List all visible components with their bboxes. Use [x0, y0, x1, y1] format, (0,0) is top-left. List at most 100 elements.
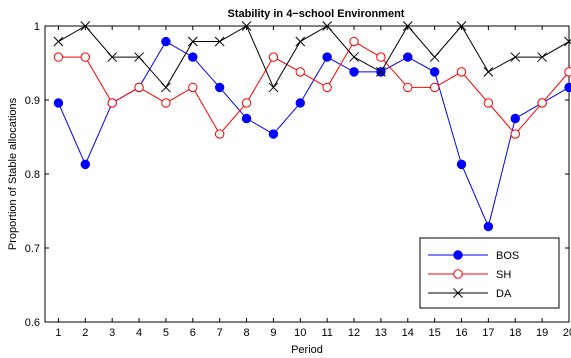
point-bos [564, 82, 571, 93]
x-axis-title: Period [291, 344, 323, 356]
point-da [53, 36, 64, 47]
x-tick-label: 1 [55, 327, 61, 339]
point-bos [241, 113, 252, 124]
point-da [456, 21, 467, 31]
x-tick-label: 7 [217, 327, 223, 339]
point-bos [349, 67, 359, 77]
x-tick-label: 11 [321, 327, 332, 339]
point-da [402, 21, 413, 31]
series-line-da [58, 25, 570, 89]
point-da [376, 67, 386, 77]
point-da [241, 21, 252, 31]
point-da [510, 52, 521, 62]
point-sh [161, 98, 171, 108]
point-sh [376, 52, 386, 62]
point-da [161, 82, 171, 93]
point-bos [322, 52, 332, 62]
point-bos [510, 113, 520, 124]
x-tick-label: 17 [482, 327, 494, 339]
point-bos [214, 82, 225, 93]
point-da [268, 82, 279, 93]
point-bos [403, 52, 413, 62]
point-sh [188, 82, 198, 93]
axis-ticks [45, 25, 570, 323]
legend-label-bos: BOS [496, 250, 519, 262]
x-tick-label: 20 [563, 327, 571, 339]
point-sh [429, 82, 440, 93]
legend-label-sh: SH [496, 269, 511, 281]
point-sh [268, 52, 279, 62]
chart-title: Stability in 4−school Environment [228, 8, 405, 20]
series-markers [53, 21, 571, 232]
point-sh [403, 82, 413, 93]
point-da [134, 52, 144, 62]
x-tick-label: 19 [536, 327, 548, 339]
point-bos [268, 129, 279, 139]
x-tick-label: 10 [294, 327, 306, 339]
point-da [187, 36, 198, 47]
x-tick-label: 13 [375, 327, 387, 339]
x-tick-label: 18 [509, 327, 521, 339]
point-da [564, 36, 571, 47]
x-tick-label: 14 [402, 327, 414, 339]
legend-label-da: DA [496, 288, 512, 300]
point-da [429, 52, 440, 62]
x-tick-label: 6 [190, 327, 196, 339]
point-da [214, 36, 225, 47]
x-tick-label: 4 [136, 327, 142, 339]
point-bos [295, 98, 305, 108]
point-bos [188, 52, 198, 62]
x-tick-label: 3 [109, 327, 115, 339]
x-tick-label: 5 [163, 327, 169, 339]
point-sh [510, 129, 520, 139]
legend: BOS SH DA [419, 237, 560, 309]
point-sh [322, 82, 332, 93]
point-da [107, 52, 118, 62]
x-tick-label: 16 [455, 327, 467, 339]
y-tick-label: 0.8 [25, 169, 40, 181]
point-da [349, 52, 359, 62]
point-sh [564, 67, 571, 77]
point-sh [134, 82, 144, 93]
point-bos [161, 36, 171, 47]
y-tick-label: 0.6 [25, 317, 40, 329]
x-tick-label: 2 [82, 327, 88, 339]
point-sh [456, 67, 467, 77]
point-da [80, 21, 91, 31]
point-bos [483, 221, 494, 232]
point-sh [295, 67, 305, 77]
legend-entries: BOS SH DA [428, 250, 519, 300]
point-bos [429, 67, 440, 77]
point-sh [537, 98, 547, 108]
point-sh [349, 36, 359, 47]
legend-marker-bos [453, 250, 463, 260]
y-axis-title: Proportion of Stable allocations [7, 97, 19, 250]
y-tick-label: 0.9 [25, 95, 40, 107]
point-da [537, 52, 547, 62]
point-da [295, 36, 306, 47]
x-tick-label: 15 [429, 327, 441, 339]
x-tick-label: 12 [348, 327, 360, 339]
y-tick-label: 0.7 [25, 243, 40, 255]
point-da [322, 21, 333, 31]
legend-marker-da [453, 288, 463, 298]
x-tick-label: 9 [270, 327, 276, 339]
point-bos [53, 98, 64, 108]
x-tick-label: 8 [243, 327, 249, 339]
point-sh [241, 98, 252, 108]
y-tick-label: 1 [34, 21, 40, 33]
point-da [483, 67, 494, 77]
point-sh [107, 98, 117, 108]
point-sh [53, 52, 64, 62]
legend-marker-sh [453, 269, 463, 279]
series-lines [57, 25, 570, 229]
point-sh [214, 129, 225, 139]
point-bos [456, 159, 467, 170]
point-sh [80, 52, 91, 62]
point-bos [80, 159, 91, 170]
point-sh [483, 98, 494, 108]
axis-tick-labels: 12345678910111213141516171819200.60.70.8… [25, 21, 571, 339]
series-line-sh [58, 40, 570, 135]
legend-box [419, 237, 560, 309]
